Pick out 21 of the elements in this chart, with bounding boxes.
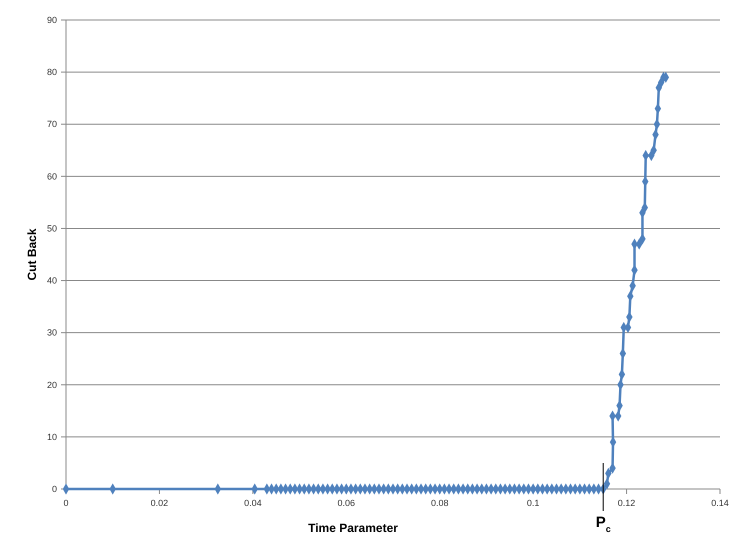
x-tick-label: 0.04 — [244, 498, 262, 508]
y-tick-label: 90 — [46, 15, 57, 25]
y-tick-label: 20 — [46, 380, 57, 390]
y-tick-label: 30 — [46, 328, 57, 338]
y-tick-label: 10 — [46, 432, 57, 442]
x-axis-title: Time Parameter — [308, 521, 398, 535]
y-tick-label: 70 — [46, 119, 57, 130]
x-tick-label: 0.02 — [150, 498, 168, 508]
y-axis-title: Cut Back — [25, 228, 39, 281]
y-tick-label: 80 — [46, 67, 57, 78]
x-tick-label: 0.14 — [711, 498, 729, 508]
x-tick-label: 0.1 — [526, 498, 540, 508]
y-tick-label: 40 — [46, 276, 57, 286]
ref-line-label: P$_{c}$ — [596, 514, 611, 534]
y-tick-label: 50 — [46, 223, 57, 234]
y-tick-label: 0 — [52, 484, 57, 494]
x-tick-label: 0.06 — [338, 498, 356, 508]
y-tick-label: 60 — [46, 171, 57, 182]
x-tick-label: 0.08 — [430, 498, 448, 508]
x-tick-label: 0.12 — [618, 498, 636, 508]
x-tick-label: 0 — [63, 498, 69, 508]
